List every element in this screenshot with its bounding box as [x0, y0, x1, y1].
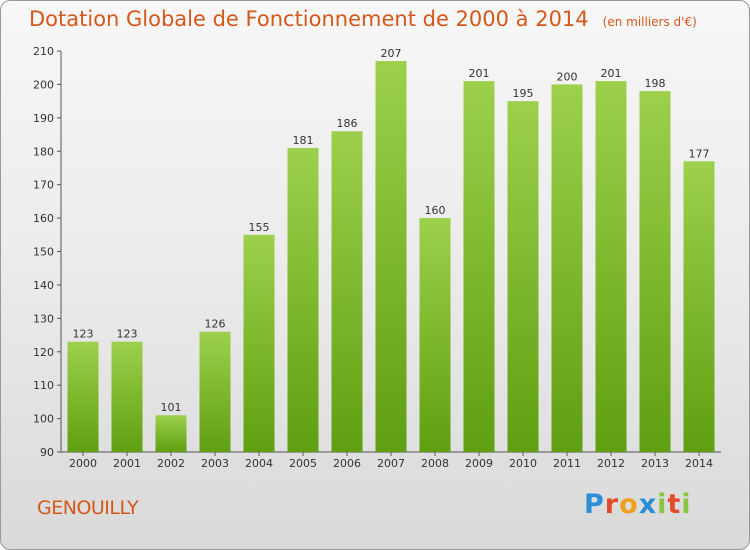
- y-tick-label: 100: [33, 413, 54, 426]
- chart-subtitle: (en milliers d'€): [602, 15, 697, 29]
- bar-2012: [595, 81, 627, 452]
- bar-2000: [67, 341, 99, 452]
- x-tick-label-2009: 2009: [465, 457, 493, 470]
- x-tick-label-2010: 2010: [509, 457, 537, 470]
- bar-2013: [639, 91, 671, 452]
- y-tick-label: 130: [33, 312, 54, 325]
- value-label-2007: 207: [381, 47, 402, 60]
- y-tick-label: 200: [33, 78, 54, 91]
- bar-2006: [331, 131, 363, 452]
- x-tick-label-2005: 2005: [289, 457, 317, 470]
- value-label-2006: 186: [337, 117, 358, 130]
- x-tick-label-2008: 2008: [421, 457, 449, 470]
- value-label-2012: 201: [601, 67, 622, 80]
- y-tick-label: 210: [33, 45, 54, 58]
- y-tick-label: 150: [33, 246, 54, 259]
- bar-2005: [287, 147, 319, 453]
- bar-2001: [111, 341, 143, 452]
- x-tick-label-2007: 2007: [377, 457, 405, 470]
- y-tick-label: 160: [33, 212, 54, 225]
- value-label-2011: 200: [557, 70, 578, 83]
- x-tick-label-2011: 2011: [553, 457, 581, 470]
- bar-2014: [683, 161, 715, 452]
- x-tick-label-2000: 2000: [69, 457, 97, 470]
- chart-title: Dotation Globale de Fonctionnement de 20…: [29, 7, 697, 31]
- value-label-2000: 123: [73, 328, 94, 341]
- value-labels: 123 123 101 126 155 181 186 207 160 201 195 200 201 1…: [73, 47, 710, 414]
- y-axis: 90 100 110 120 130 140 150 160 170 180 190 200 210: [33, 45, 62, 459]
- proxiti-logo[interactable]: Proxiti: [584, 489, 692, 520]
- x-tick-label-2013: 2013: [641, 457, 669, 470]
- value-label-2008: 160: [425, 204, 446, 217]
- value-label-2005: 181: [293, 134, 314, 147]
- bar-2009: [463, 81, 495, 452]
- bar-2007: [375, 61, 407, 453]
- bar-2008: [419, 218, 451, 452]
- y-tick-label: 190: [33, 112, 54, 125]
- value-label-2010: 195: [513, 87, 534, 100]
- x-tick-label-2002: 2002: [157, 457, 185, 470]
- y-tick-label: 170: [33, 179, 54, 192]
- y-tick-label: 140: [33, 279, 54, 292]
- x-tick-label-2012: 2012: [597, 457, 625, 470]
- y-tick-label: 120: [33, 346, 54, 359]
- bar-2011: [551, 84, 583, 453]
- commune-name: GENOUILLY: [37, 497, 139, 519]
- x-tick-label-2001: 2001: [113, 457, 141, 470]
- value-label-2009: 201: [469, 67, 490, 80]
- chart-title-text: Dotation Globale de Fonctionnement de 20…: [29, 7, 589, 31]
- value-label-2014: 177: [689, 147, 710, 160]
- y-tick-label: 180: [33, 145, 54, 158]
- x-tick-label-2003: 2003: [201, 457, 229, 470]
- value-label-2001: 123: [117, 328, 138, 341]
- bar-2010: [507, 101, 539, 452]
- x-tick-label-2006: 2006: [333, 457, 361, 470]
- value-label-2004: 155: [249, 221, 270, 234]
- bar-2002: [155, 415, 187, 452]
- value-label-2013: 198: [645, 77, 666, 90]
- bar-2004: [243, 234, 275, 452]
- x-tick-label-2014: 2014: [685, 457, 713, 470]
- x-axis: 2000 2001 2002 2003 2004 2005 2006 2007 2008 2009…: [61, 451, 721, 470]
- bar-2003: [199, 331, 231, 452]
- x-tick-label-2004: 2004: [245, 457, 273, 470]
- bars: [67, 61, 715, 453]
- value-label-2002: 101: [161, 401, 182, 414]
- y-tick-label: 90: [40, 446, 54, 459]
- value-label-2003: 126: [205, 318, 226, 331]
- y-tick-label: 110: [33, 379, 54, 392]
